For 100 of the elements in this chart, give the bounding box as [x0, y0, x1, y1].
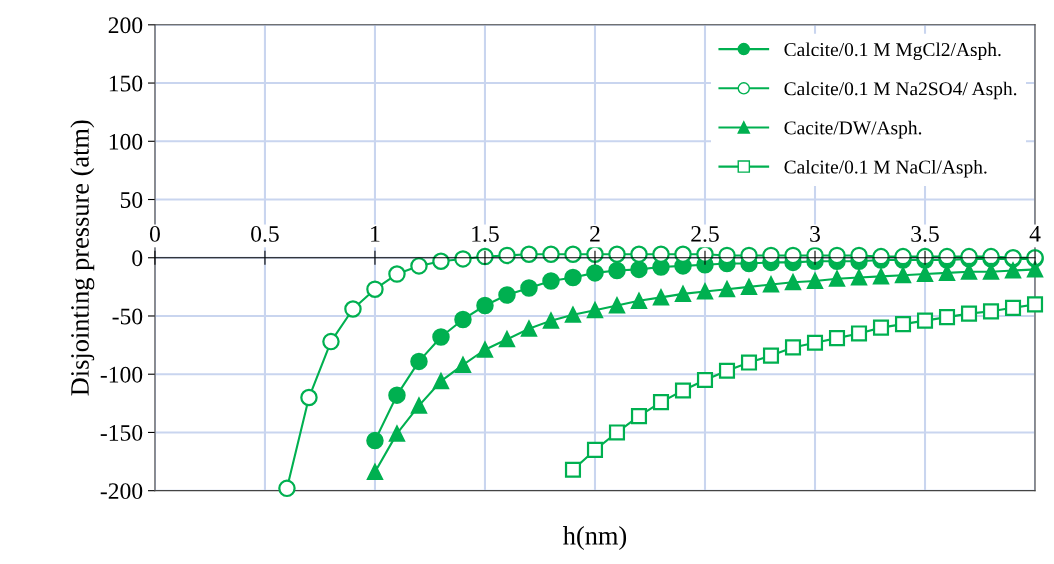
point [564, 306, 582, 323]
point [542, 272, 560, 290]
y-tick-label: 0 [132, 250, 143, 267]
point [366, 280, 384, 298]
point [630, 292, 648, 309]
x-tick-label: 3 [810, 225, 820, 242]
point [630, 260, 648, 279]
point [806, 334, 824, 351]
point [608, 297, 626, 314]
point [432, 328, 450, 346]
x-tick-label: 0 [149, 225, 160, 242]
point [1026, 261, 1044, 278]
point [982, 303, 1000, 320]
x-tick-label: 3.5 [911, 225, 939, 242]
y-tick-label: -100 [100, 366, 143, 383]
point [520, 320, 538, 337]
x-tick-label: 4 [1029, 226, 1041, 242]
point [454, 356, 472, 373]
point [850, 269, 868, 286]
point [366, 431, 384, 450]
point [674, 285, 692, 302]
point [498, 286, 516, 304]
point [784, 339, 802, 356]
point [784, 274, 802, 291]
point [322, 332, 340, 351]
point [564, 245, 582, 263]
point [718, 362, 736, 379]
point [916, 266, 934, 283]
point [696, 283, 714, 300]
point [432, 373, 450, 390]
point [388, 386, 406, 404]
y-tick-label: 100 [109, 133, 143, 150]
point [300, 388, 318, 407]
x-tick-label: 1.5 [472, 226, 499, 242]
point [366, 463, 384, 481]
point [608, 261, 626, 280]
y-tick-label: -200 [100, 483, 143, 500]
point [1026, 296, 1044, 313]
point [938, 309, 956, 326]
x-tick-label: 0.5 [251, 225, 279, 242]
y-tick-label: -50 [112, 308, 143, 325]
point [542, 245, 560, 263]
point [674, 382, 692, 399]
point [476, 341, 494, 358]
point [454, 250, 472, 268]
point [828, 330, 846, 347]
y-tick-label: -150 [100, 424, 143, 441]
point [520, 279, 538, 297]
point [498, 331, 516, 348]
point [652, 394, 670, 411]
point [850, 325, 868, 342]
point [1004, 299, 1022, 316]
point [564, 461, 582, 478]
point [696, 371, 714, 389]
point [828, 270, 846, 287]
point [564, 268, 582, 287]
point [278, 479, 296, 498]
legend-label: Calcite/0.1 M MgCl2/Asph. [784, 42, 1001, 61]
y-axis-title: Disjointing pressure (atm) [70, 120, 95, 396]
y-tick-label: 50 [120, 192, 143, 208]
point [432, 252, 450, 270]
point [762, 276, 780, 293]
point [586, 264, 604, 282]
point [894, 316, 912, 333]
point [410, 352, 428, 371]
y-tick-label: 150 [109, 75, 143, 92]
point [476, 296, 494, 315]
point [410, 257, 428, 275]
point [872, 319, 890, 336]
point [982, 263, 1000, 280]
x-axis-title: h(nm) [563, 526, 627, 551]
legend-label: Calcite/0.1 M NaCl/Asph. [784, 159, 987, 178]
x-tick-label: 2 [590, 225, 600, 242]
point [652, 289, 670, 306]
point [410, 397, 428, 414]
point [652, 245, 670, 263]
point [960, 263, 978, 280]
point [674, 245, 692, 263]
point [762, 347, 780, 364]
point [740, 354, 758, 371]
point [586, 302, 604, 319]
point [608, 245, 626, 263]
point [740, 278, 758, 295]
point [916, 312, 934, 329]
point [344, 300, 362, 318]
point [894, 267, 912, 284]
point [872, 268, 890, 285]
y-tick-label: 200 [108, 17, 143, 34]
point [388, 265, 406, 283]
point [586, 441, 604, 458]
point [608, 424, 626, 441]
point [960, 305, 978, 322]
legend-label: Cacite/DW/Asph. [784, 120, 922, 139]
point [630, 408, 648, 425]
point [454, 310, 472, 329]
point [498, 246, 516, 265]
point [1004, 262, 1022, 279]
point [630, 245, 648, 263]
point [718, 281, 736, 298]
point [542, 312, 560, 329]
